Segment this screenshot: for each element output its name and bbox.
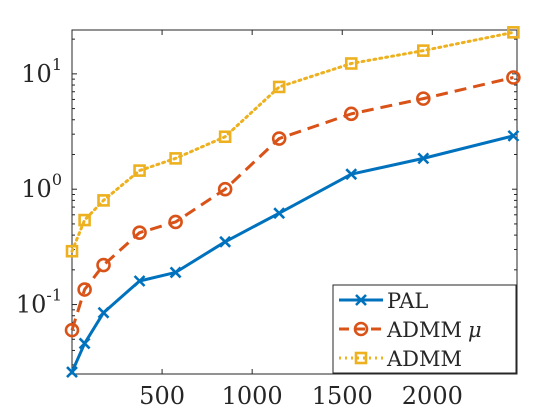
y-tick-exponent: 1 xyxy=(52,55,62,74)
y-tick-exponent: -1 xyxy=(46,286,62,305)
legend-entry: ADMM μ xyxy=(339,318,482,342)
legend-label: ADMM xyxy=(386,347,462,371)
marker-circle xyxy=(132,225,147,240)
marker-circle xyxy=(96,257,111,273)
series-layer xyxy=(64,26,521,378)
series-1 xyxy=(64,70,521,338)
marker-circle xyxy=(416,91,431,106)
marker-x xyxy=(169,266,182,279)
marker-circle xyxy=(271,131,287,146)
series-2 xyxy=(65,26,520,258)
x-axis: 500 1000 1500 2000 xyxy=(139,30,463,410)
marker-square xyxy=(507,26,520,39)
marker-square xyxy=(354,351,368,365)
y-tick-base: 10 xyxy=(16,291,47,319)
marker-square xyxy=(133,164,146,177)
legend-label: ADMM μ xyxy=(386,318,482,342)
marker-x xyxy=(66,366,78,378)
marker-x xyxy=(97,306,110,319)
marker-x xyxy=(355,294,367,306)
marker-square xyxy=(78,213,91,227)
marker-x xyxy=(273,207,286,220)
marker-x xyxy=(78,337,91,350)
marker-x xyxy=(417,152,430,165)
marker-square xyxy=(97,194,110,207)
legend-series-name: ADMM xyxy=(386,347,462,371)
marker-square xyxy=(417,44,430,57)
series-line xyxy=(70,30,515,253)
y-tick-label: 101 xyxy=(21,55,62,88)
marker-square xyxy=(344,57,358,70)
y-tick-base: 10 xyxy=(21,175,52,203)
marker-circle xyxy=(168,214,183,230)
marker-x xyxy=(219,235,232,248)
series-line xyxy=(70,76,514,331)
marker-circle xyxy=(353,321,369,337)
marker-square xyxy=(218,130,232,144)
x-tick-label: 1000 xyxy=(222,382,283,410)
marker-x xyxy=(345,168,358,181)
x-tick-label: 1500 xyxy=(312,382,373,410)
legend-series-name: PAL xyxy=(387,289,428,313)
x-tick-label: 500 xyxy=(139,382,185,410)
legend-series-suffix: μ xyxy=(468,318,482,342)
series-0 xyxy=(66,129,520,378)
legend-series-name: ADMM xyxy=(386,318,462,342)
marker-square xyxy=(65,244,79,258)
axes-box xyxy=(71,29,518,375)
y-tick-base: 10 xyxy=(21,60,52,88)
series-line xyxy=(70,134,514,373)
marker-circle xyxy=(343,106,359,122)
marker-circle xyxy=(217,181,233,197)
x-tick-label: 2000 xyxy=(402,382,463,410)
y-tick-label: 100 xyxy=(21,170,62,203)
legend-entry: ADMM xyxy=(339,347,462,371)
marker-circle xyxy=(64,322,80,338)
marker-square xyxy=(169,152,182,165)
y-tick-label: 10-1 xyxy=(16,286,62,319)
marker-square xyxy=(272,80,286,94)
legend-label: PAL xyxy=(387,289,428,313)
axes-frame xyxy=(71,29,518,375)
marker-circle xyxy=(506,70,521,85)
marker-x xyxy=(133,275,146,287)
y-tick-exponent: 0 xyxy=(52,170,62,189)
marker-circle xyxy=(77,282,92,297)
legend-entry: PAL xyxy=(339,289,428,313)
marker-x xyxy=(507,129,520,142)
